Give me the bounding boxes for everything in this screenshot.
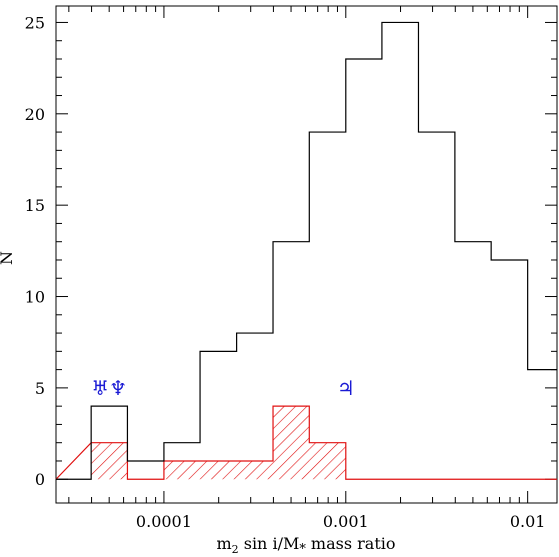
y-tick-label: 15 [25,196,45,215]
hatched-bar [91,442,128,480]
x-label-subscript-star: * [299,542,306,557]
hatched-series-outline [55,405,557,480]
x-label-middle: sin i/M [239,534,300,553]
y-tick-label: 20 [25,105,45,124]
hatched-bar [309,442,346,480]
plot-frame [55,5,558,504]
x-label-tail: mass ratio [306,534,396,553]
histogram-series [55,21,557,480]
x-axis-label: m2 sin i/M* mass ratio [216,534,395,557]
jupiter-label: ♃ [337,376,355,400]
hatched-bar [163,460,201,480]
hatched-bar [273,406,310,480]
hatched-bar [200,460,237,480]
total-series-outline [56,21,557,480]
hatched-bar [236,460,274,480]
y-tick-label: 10 [25,288,45,307]
x-tick-label: 0.001 [323,512,369,531]
y-axis-label: N [0,251,16,265]
y-tick-label: 25 [25,13,45,32]
x-tick-label: 0.0001 [136,512,192,531]
uranus-neptune-label: ♅♆ [91,376,127,400]
y-tick-label: 0 [35,470,45,489]
y-tick-label: 5 [35,379,45,398]
annotations: ♅♆ ♃ [91,376,355,400]
x-label-m: m [216,534,231,553]
axis-ticks: 0.0001 0.001 0.01 0 5 10 15 20 25 [25,6,557,531]
x-label-subscript-2: 2 [232,543,239,556]
x-tick-label: 0.01 [510,512,546,531]
